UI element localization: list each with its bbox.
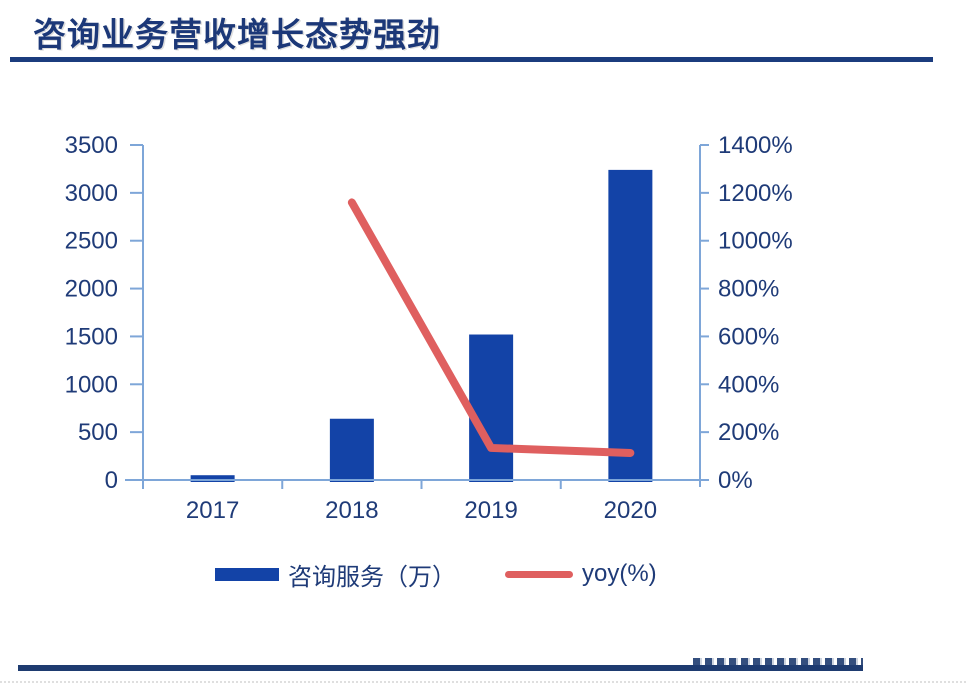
bar-2020	[608, 169, 653, 482]
bar-2017	[190, 475, 235, 482]
left-axis-label: 1500	[65, 323, 118, 350]
combo-chart: 0 0% 500 200% 1000 400% 1500 600% 2000 800% 2500 10…	[65, 132, 793, 524]
chart-legend: 咨询服务（万） yoy(%)	[215, 560, 657, 591]
x-axis-label: 2017	[186, 497, 239, 524]
right-axis-label: 1000%	[718, 228, 793, 255]
legend-bar-label: 咨询服务（万）	[288, 563, 456, 591]
right-axis-label: 1200%	[718, 180, 793, 207]
left-axis-label: 3500	[65, 132, 118, 159]
yoy-line	[347, 198, 635, 457]
left-axis-label: 2000	[65, 276, 118, 303]
right-axis-label: 800%	[718, 276, 779, 303]
page-title: 咨询业务营收增长态势强劲	[33, 16, 441, 53]
left-axis-label: 2500	[65, 228, 118, 255]
x-axis-label: 2019	[464, 497, 517, 524]
left-axis-label: 3000	[65, 180, 118, 207]
x-axis-label: 2018	[325, 497, 378, 524]
right-axis-label: 1400%	[718, 132, 793, 159]
title-underline	[10, 57, 933, 62]
bottom-dotted-rule	[0, 681, 966, 683]
left-axis-label: 0	[105, 467, 118, 494]
right-axis-label: 600%	[718, 323, 779, 350]
right-axis-label: 200%	[718, 419, 779, 446]
bar-2019	[469, 334, 514, 482]
legend-bar-swatch-icon	[215, 567, 279, 581]
bar-2018	[329, 418, 374, 482]
right-axis-label: 400%	[718, 371, 779, 398]
left-axis-label: 1000	[65, 371, 118, 398]
left-axis-label: 500	[78, 419, 118, 446]
legend-line-label: yoy(%)	[582, 560, 657, 587]
right-axis-label: 0%	[718, 467, 753, 494]
footer-divider	[18, 665, 863, 671]
x-axis-label: 2020	[604, 497, 657, 524]
watermark-fragment	[693, 658, 863, 666]
legend-line-swatch-icon	[505, 570, 573, 578]
